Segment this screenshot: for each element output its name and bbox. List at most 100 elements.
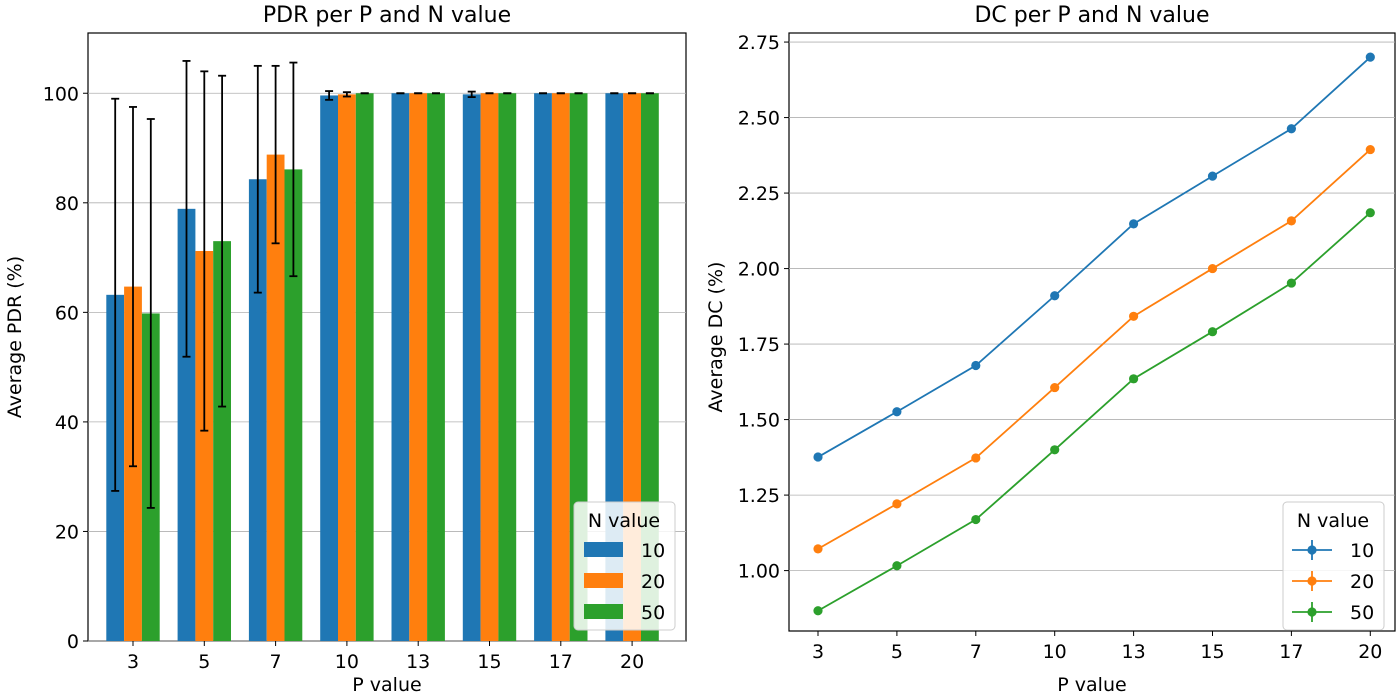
dc-legend-label: 20 [1350, 571, 1374, 593]
dc-point [1286, 216, 1296, 226]
dc-series-line [817, 212, 1371, 612]
pdr-bar [177, 208, 196, 641]
dc-grid [789, 41, 1395, 571]
pdr-x-tick-label: 17 [549, 651, 573, 673]
dc-x-axis-label: P value [1057, 674, 1126, 696]
pdr-y-tick-label: 60 [55, 302, 79, 324]
pdr-legend-title: N value [588, 510, 660, 532]
dc-y-axis-label: Average DC (%) [705, 262, 727, 413]
dc-y-tick-label: 2.00 [738, 259, 780, 281]
pdr-y-tick-label: 20 [55, 521, 79, 543]
dc-legend-marker [1307, 576, 1317, 586]
dc-y-tick-label: 1.00 [738, 561, 780, 583]
pdr-y-tick-label: 0 [67, 631, 79, 653]
dc-point [1050, 445, 1060, 455]
dc-point [1050, 291, 1060, 301]
dc-legend-marker [1307, 607, 1317, 617]
dc-point [1129, 311, 1139, 321]
dc-point [1365, 52, 1375, 62]
pdr-bar [427, 93, 445, 641]
dc-series-line [817, 56, 1371, 458]
dc-x-tick-label: 3 [812, 641, 824, 663]
pdr-x-tick-label: 7 [270, 651, 282, 673]
dc-point [1129, 219, 1139, 229]
pdr-bar [355, 93, 374, 641]
pdr-chart-title: PDR per P and N value [263, 3, 511, 28]
dc-x-tick-label: 15 [1200, 641, 1224, 663]
dc-point [1207, 171, 1218, 181]
pdr-x-axis-label: P value [352, 674, 421, 696]
dc-point [1129, 374, 1139, 384]
dc-chart-title: DC per P and N value [974, 3, 1209, 28]
dc-point [892, 407, 902, 417]
dc-legend-title: N value [1297, 510, 1369, 532]
pdr-y-tick-label: 40 [55, 412, 79, 434]
dc-point [971, 360, 981, 371]
pdr-x-tick-label: 15 [477, 651, 501, 673]
dc-lines [813, 52, 1375, 616]
dc-series-line [817, 148, 1371, 550]
pdr-x-tick-label: 20 [620, 651, 644, 673]
pdr-bar [462, 94, 481, 641]
pdr-x-tick-label: 3 [127, 651, 139, 673]
dc-y-tick-label: 1.25 [738, 485, 780, 507]
pdr-bar [338, 94, 356, 641]
pdr-bar [266, 154, 285, 641]
pdr-bar [480, 93, 499, 641]
pdr-legend-label: 50 [641, 602, 665, 624]
dc-point [971, 453, 981, 463]
dc-point [971, 514, 981, 525]
pdr-bar [195, 251, 214, 641]
pdr-legend-label: 20 [641, 571, 665, 593]
pdr-legend-box [573, 501, 676, 631]
dc-point [892, 499, 902, 509]
dc-y-tick-label: 1.50 [738, 410, 780, 432]
pdr-bar [534, 93, 552, 641]
dc-x-tick-label: 13 [1122, 641, 1146, 663]
dc-point [1207, 263, 1218, 274]
dc-point [813, 544, 823, 554]
pdr-bar-chart: PDR per P and N value P value Average PD… [4, 3, 687, 696]
dc-point [892, 561, 902, 571]
dc-point [813, 606, 823, 616]
dc-point [1050, 382, 1060, 393]
dc-ticks: 1.00 1.25 1.50 1.75 2.00 2.25 2.50 2.75 3 5 7 10 13 1… [738, 32, 1383, 663]
pdr-bar [320, 95, 338, 642]
dc-point [1365, 144, 1375, 155]
pdr-legend-swatch [584, 604, 623, 619]
dc-line-chart: DC per P and N value P value Average DC … [705, 3, 1396, 696]
pdr-legend-swatch [584, 573, 623, 588]
pdr-bar [248, 179, 267, 641]
pdr-bar [551, 93, 570, 641]
dc-legend-marker [1307, 545, 1317, 555]
dc-y-tick-label: 1.75 [738, 334, 780, 356]
dc-point [813, 452, 823, 462]
dc-plot-frame [788, 32, 1396, 632]
dc-legend-box [1282, 501, 1385, 631]
dc-x-tick-label: 10 [1043, 641, 1067, 663]
dc-point [1286, 124, 1296, 134]
dc-x-tick-label: 5 [891, 641, 903, 663]
pdr-legend-swatch [584, 542, 623, 557]
pdr-x-tick-label: 10 [335, 651, 359, 673]
pdr-y-axis-label: Average PDR (%) [4, 256, 26, 418]
dc-point [1207, 327, 1218, 337]
pdr-bar [213, 241, 231, 641]
pdr-bar [409, 93, 428, 641]
dc-point [1286, 278, 1296, 288]
pdr-bar [391, 93, 410, 641]
pdr-x-tick-label: 13 [406, 651, 430, 673]
dc-legend-label: 10 [1350, 540, 1374, 562]
pdr-y-tick-label: 80 [55, 193, 79, 215]
pdr-legend-label: 10 [641, 540, 665, 562]
dc-y-tick-label: 2.25 [738, 183, 780, 205]
dc-x-tick-label: 17 [1279, 641, 1303, 663]
pdr-bar [498, 93, 517, 641]
dc-x-tick-label: 7 [970, 641, 982, 663]
dc-y-tick-label: 2.75 [738, 32, 780, 54]
pdr-legend: N value 10 20 50 [573, 501, 676, 631]
pdr-x-tick-label: 5 [198, 651, 210, 673]
dc-legend-label: 50 [1350, 602, 1374, 624]
pdr-bar [284, 169, 303, 641]
